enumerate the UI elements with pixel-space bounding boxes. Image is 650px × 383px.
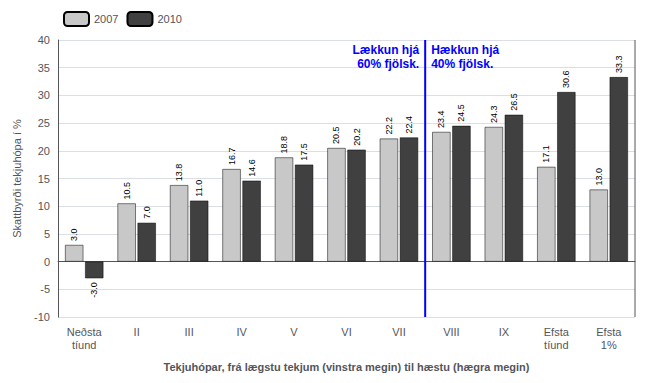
svg-text:3.0: 3.0 — [69, 228, 79, 241]
svg-text:2010: 2010 — [157, 13, 181, 25]
svg-text:VIII: VIII — [443, 326, 460, 338]
svg-text:VI: VI — [341, 326, 351, 338]
svg-text:IX: IX — [499, 326, 510, 338]
svg-text:16.7: 16.7 — [227, 148, 237, 166]
svg-text:18.8: 18.8 — [279, 136, 289, 154]
svg-text:20.2: 20.2 — [352, 128, 362, 146]
svg-text:5: 5 — [44, 228, 50, 240]
svg-text:VII: VII — [392, 326, 405, 338]
svg-text:17.5: 17.5 — [299, 143, 309, 161]
svg-text:23.4: 23.4 — [436, 110, 446, 128]
svg-text:1%: 1% — [601, 339, 617, 351]
svg-text:10: 10 — [38, 200, 50, 212]
svg-text:40: 40 — [38, 34, 50, 46]
svg-text:40% fjölsk.: 40% fjölsk. — [431, 57, 493, 71]
svg-text:Lækkun hjá: Lækkun hjá — [352, 43, 419, 57]
svg-text:17.1: 17.1 — [541, 145, 551, 163]
svg-text:V: V — [290, 326, 298, 338]
svg-text:13.8: 13.8 — [174, 164, 184, 182]
svg-text:-10: -10 — [34, 311, 50, 323]
svg-text:26.5: 26.5 — [509, 93, 519, 111]
svg-text:Efsta: Efsta — [544, 326, 570, 338]
svg-text:7.0: 7.0 — [142, 206, 152, 219]
svg-text:30: 30 — [38, 89, 50, 101]
svg-text:24.5: 24.5 — [456, 104, 466, 122]
svg-text:25: 25 — [38, 117, 50, 129]
svg-text:-5: -5 — [40, 283, 50, 295]
svg-text:tíund: tíund — [544, 339, 568, 351]
svg-text:Tekjuhópar, frá lægstu tekjum: Tekjuhópar, frá lægstu tekjum (vinstra m… — [164, 361, 530, 373]
svg-text:tíund: tíund — [72, 339, 96, 351]
svg-text:13.0: 13.0 — [594, 168, 604, 186]
svg-text:14.6: 14.6 — [247, 159, 257, 177]
svg-text:II: II — [134, 326, 140, 338]
svg-text:24.3: 24.3 — [489, 105, 499, 123]
svg-text:Efsta: Efsta — [596, 326, 622, 338]
svg-text:22.2: 22.2 — [384, 117, 394, 135]
svg-text:35: 35 — [38, 62, 50, 74]
svg-text:60% fjölsk.: 60% fjölsk. — [357, 57, 419, 71]
svg-text:Neðsta: Neðsta — [67, 326, 103, 338]
svg-text:33.3: 33.3 — [614, 56, 624, 74]
svg-text:15: 15 — [38, 173, 50, 185]
svg-text:22.4: 22.4 — [404, 116, 414, 134]
svg-text:III: III — [185, 326, 194, 338]
svg-text:Skattbyrði tekjuhópa í %: Skattbyrði tekjuhópa í % — [11, 119, 23, 238]
svg-text:0: 0 — [44, 256, 50, 268]
svg-text:11.0: 11.0 — [194, 180, 204, 197]
svg-text:30.6: 30.6 — [561, 71, 571, 89]
svg-text:IV: IV — [236, 326, 247, 338]
svg-text:-3.0: -3.0 — [89, 282, 99, 298]
svg-text:20.5: 20.5 — [331, 126, 341, 144]
svg-text:20: 20 — [38, 145, 50, 157]
svg-text:Hækkun hjá: Hækkun hjá — [431, 43, 499, 57]
svg-text:2007: 2007 — [94, 13, 118, 25]
svg-text:10.5: 10.5 — [122, 182, 132, 200]
